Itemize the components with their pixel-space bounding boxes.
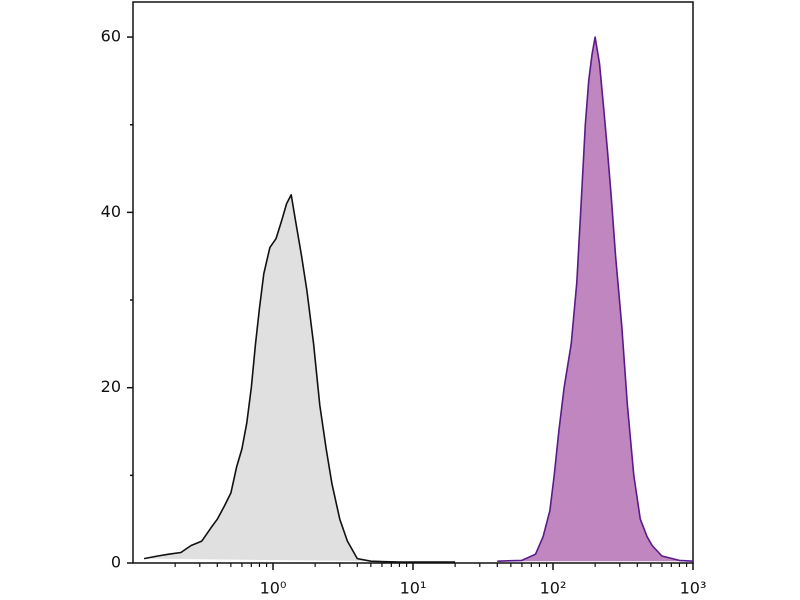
x-tick-label: 10³ bbox=[680, 579, 707, 598]
x-tick-label: 10² bbox=[540, 579, 567, 598]
x-tick-label: 10¹ bbox=[400, 579, 427, 598]
histogram-curve bbox=[497, 36, 694, 562]
y-tick-label: 40 bbox=[101, 202, 121, 221]
histogram-curve bbox=[143, 194, 456, 563]
y-tick-label: 20 bbox=[101, 377, 121, 396]
y-tick-label: 60 bbox=[101, 27, 121, 46]
x-tick-label: 10⁰ bbox=[260, 579, 287, 598]
y-tick-label: 0 bbox=[111, 553, 121, 572]
